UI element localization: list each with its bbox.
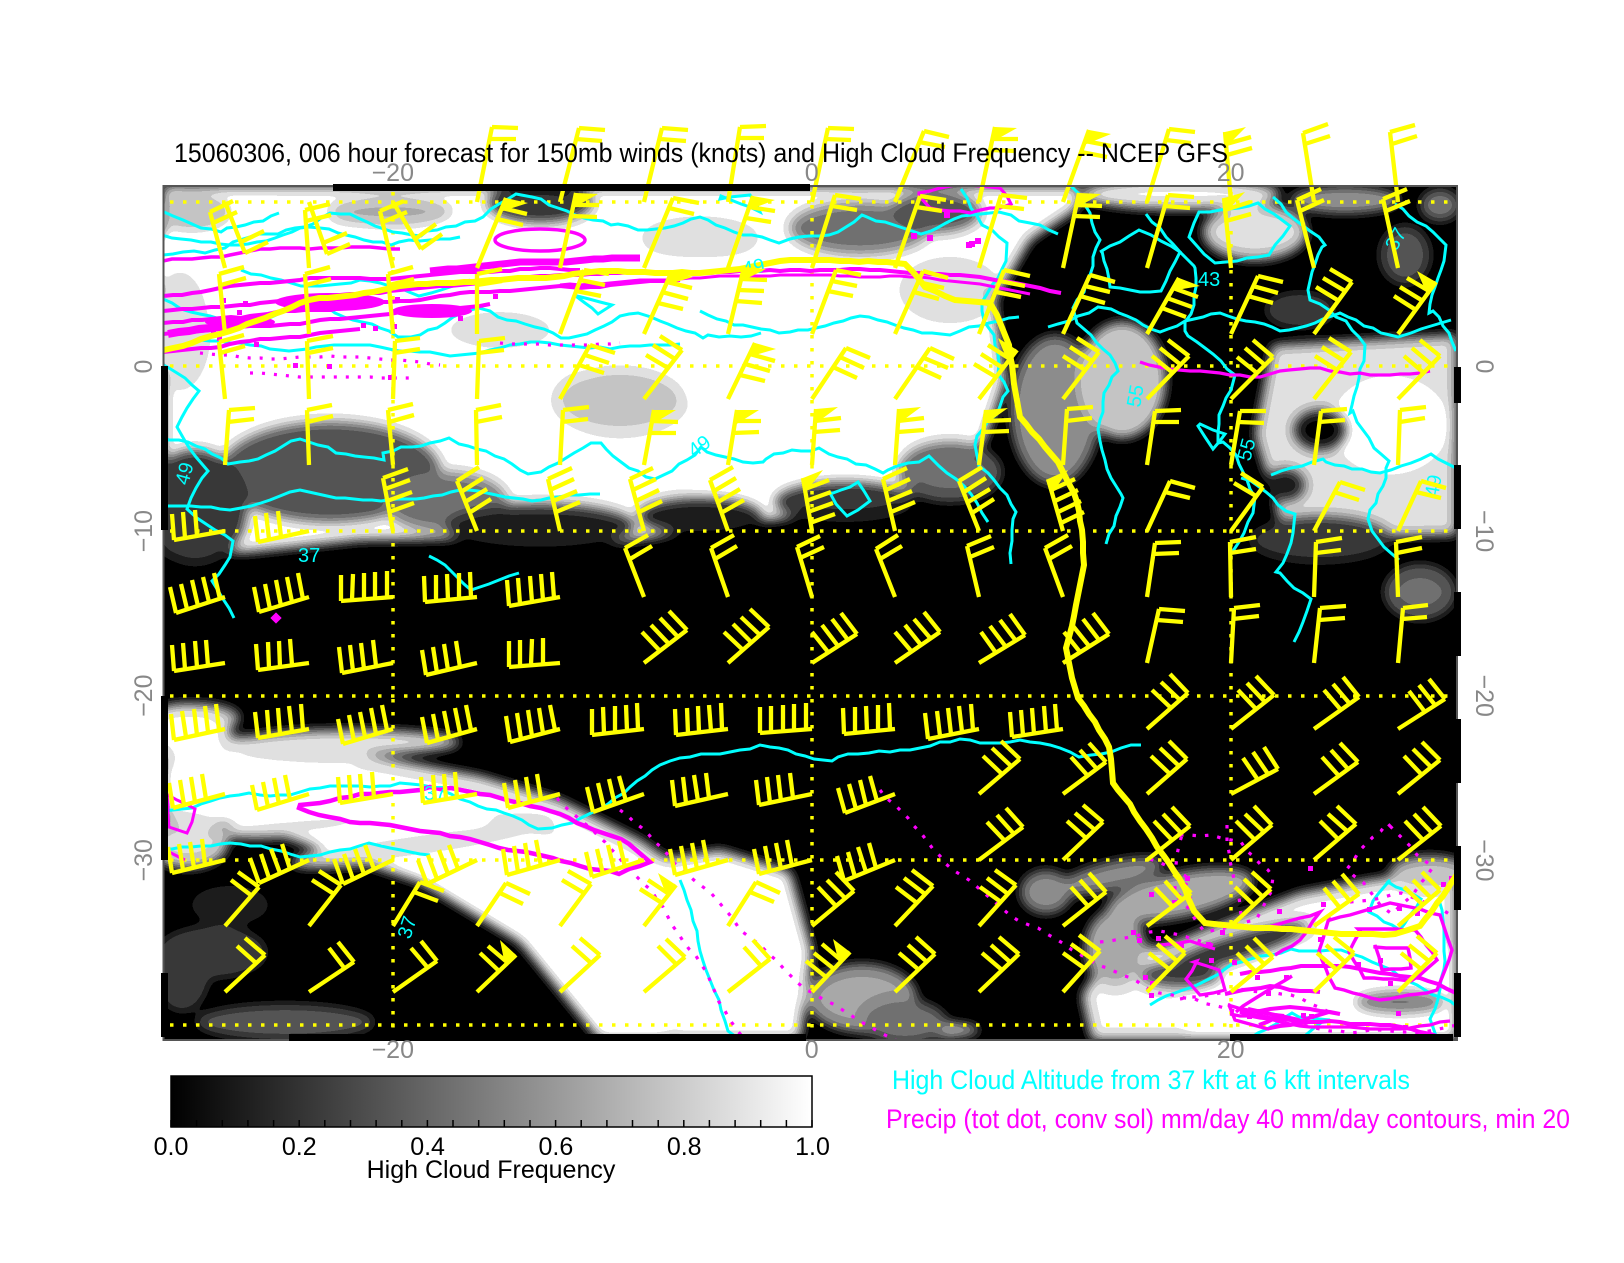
svg-text:0.0: 0.0	[154, 1133, 189, 1161]
svg-text:0: 0	[805, 1036, 819, 1064]
svg-text:0.2: 0.2	[282, 1133, 317, 1161]
svg-text:37: 37	[298, 545, 320, 567]
svg-text:0: 0	[805, 159, 819, 187]
svg-text:0.4: 0.4	[410, 1133, 445, 1161]
svg-text:0: 0	[1470, 360, 1498, 374]
svg-text:−20: −20	[130, 674, 158, 716]
svg-text:Precip (tot dot, conv sol) mm/: Precip (tot dot, conv sol) mm/day 40 mm/…	[886, 1104, 1570, 1134]
svg-text:15060306, 006 hour forecast fo: 15060306, 006 hour forecast for 150mb wi…	[174, 138, 1228, 168]
svg-text:−10: −10	[130, 510, 158, 552]
svg-text:−30: −30	[1470, 839, 1498, 881]
svg-text:0.6: 0.6	[539, 1133, 574, 1161]
svg-text:−20: −20	[372, 159, 414, 187]
svg-text:−10: −10	[1470, 510, 1498, 552]
svg-text:High Cloud Altitude from 37 kf: High Cloud Altitude from 37 kft at 6 kft…	[892, 1065, 1410, 1095]
svg-text:20: 20	[1217, 1036, 1245, 1064]
svg-text:−20: −20	[372, 1036, 414, 1064]
svg-text:43: 43	[1198, 269, 1220, 291]
svg-text:0.8: 0.8	[667, 1133, 702, 1161]
svg-text:High Cloud Frequency: High Cloud Frequency	[367, 1156, 616, 1184]
svg-text:1.0: 1.0	[795, 1133, 830, 1161]
svg-text:−20: −20	[1470, 674, 1498, 716]
svg-text:20: 20	[1217, 159, 1245, 187]
svg-text:55: 55	[1123, 383, 1149, 409]
svg-text:0: 0	[130, 360, 158, 374]
svg-text:−30: −30	[130, 839, 158, 881]
